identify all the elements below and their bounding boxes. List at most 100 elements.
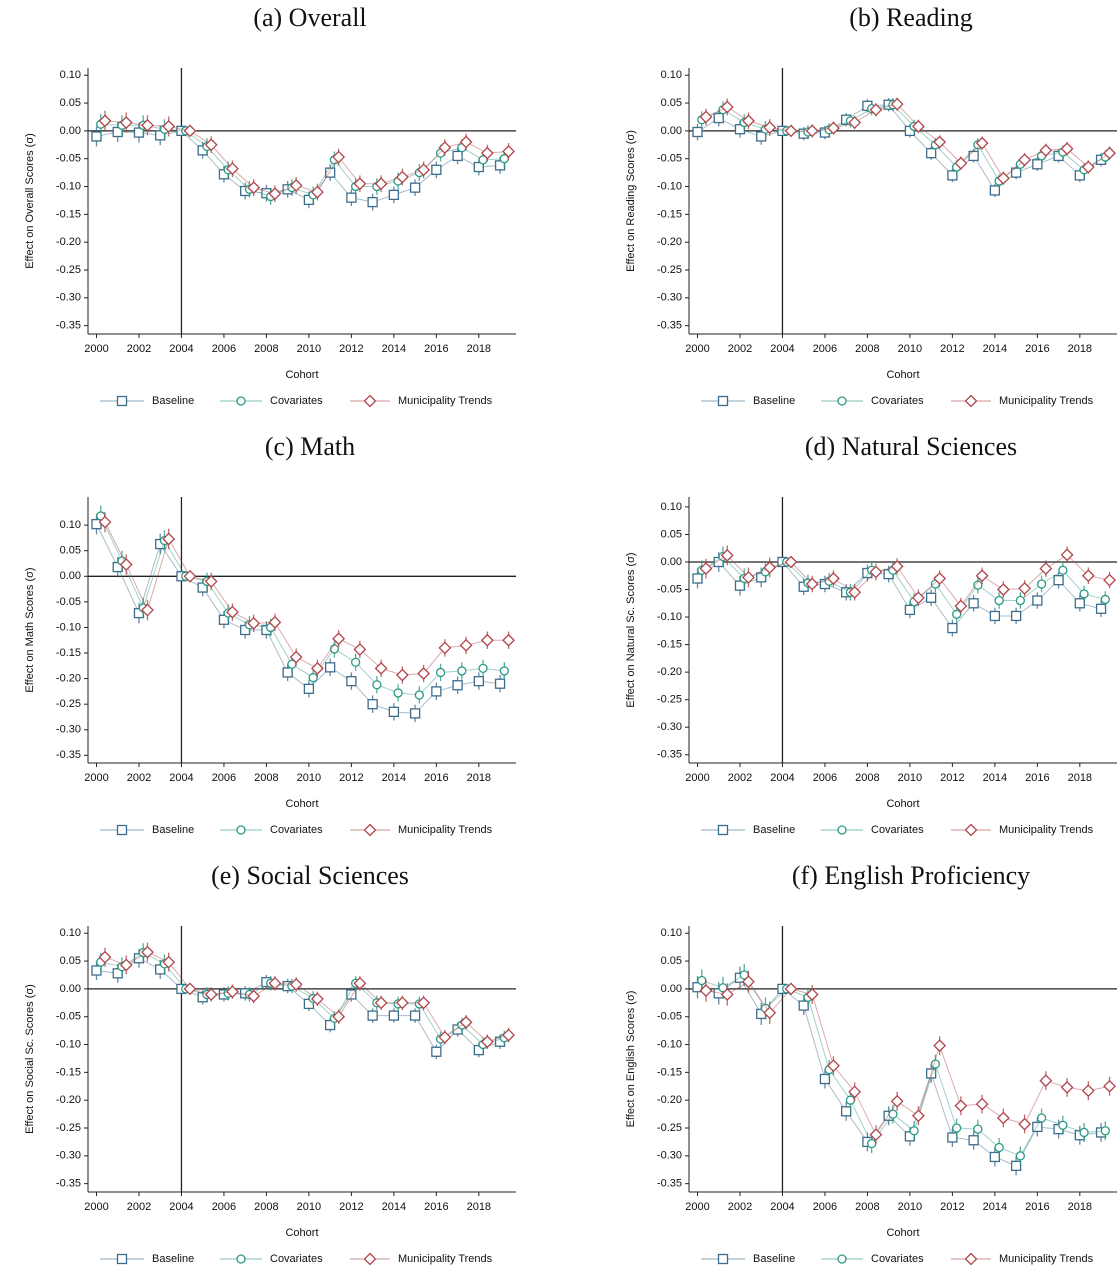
y-tick-label: 0.05 xyxy=(661,97,682,109)
y-tick-label: 0.10 xyxy=(60,69,81,81)
x-tick-label: 2004 xyxy=(169,343,193,355)
legend-label: Covariates xyxy=(270,824,323,836)
y-tick-label: 0.05 xyxy=(60,545,81,557)
data-point xyxy=(183,124,197,138)
data-point xyxy=(954,599,968,613)
y-tick-label: -0.15 xyxy=(657,208,682,220)
data-point xyxy=(720,100,734,114)
data-point xyxy=(388,1010,400,1021)
data-point xyxy=(933,572,947,585)
data-point xyxy=(699,984,713,997)
data-point xyxy=(268,615,282,629)
data-point xyxy=(268,976,282,990)
x-axis-label: Cohort xyxy=(285,798,318,810)
legend-marker xyxy=(837,1254,847,1264)
legend-label: Municipality Trends xyxy=(398,1253,493,1265)
data-point xyxy=(329,644,340,654)
legend-marker xyxy=(363,394,377,408)
x-axis-label: Cohort xyxy=(886,798,919,810)
data-point xyxy=(350,657,361,667)
series-line xyxy=(96,523,501,714)
x-tick-label: 2012 xyxy=(940,772,964,784)
x-tick-label: 2008 xyxy=(855,772,879,784)
data-point xyxy=(954,156,968,170)
data-point xyxy=(473,676,484,687)
x-tick-label: 2018 xyxy=(1068,1201,1092,1213)
series-line xyxy=(100,952,505,1046)
data-point xyxy=(374,996,388,1010)
data-point xyxy=(1032,595,1043,606)
data-point xyxy=(909,1126,919,1136)
legend-label: Municipality Trends xyxy=(398,395,493,407)
data-point xyxy=(692,573,703,584)
data-point xyxy=(1095,603,1107,614)
data-point xyxy=(1079,1127,1089,1138)
data-point xyxy=(947,622,958,634)
x-tick-label: 2004 xyxy=(770,1201,794,1213)
data-point xyxy=(973,580,983,590)
data-point xyxy=(951,609,962,619)
data-point xyxy=(353,976,367,990)
y-tick-label: -0.15 xyxy=(657,639,682,651)
series-line xyxy=(705,103,1110,179)
x-tick-label: 2010 xyxy=(898,343,922,355)
x-tick-label: 2010 xyxy=(898,1201,922,1213)
y-axis-label: Effect on Math Scores (σ) xyxy=(24,567,36,692)
data-point xyxy=(996,171,1010,185)
data-point xyxy=(204,988,218,1001)
data-point xyxy=(827,121,840,135)
data-point xyxy=(367,1010,378,1021)
data-point xyxy=(119,558,133,571)
x-axis-label: Cohort xyxy=(886,1227,919,1239)
x-tick-label: 2014 xyxy=(382,343,406,355)
data-point xyxy=(417,996,431,1010)
x-tick-label: 2018 xyxy=(1068,772,1092,784)
data-point xyxy=(353,643,367,656)
x-tick-label: 2000 xyxy=(685,343,709,355)
data-point xyxy=(1015,595,1026,606)
data-point xyxy=(98,950,112,964)
data-point xyxy=(930,1059,941,1069)
y-tick-label: -0.20 xyxy=(56,236,81,248)
data-point xyxy=(310,661,324,675)
data-point xyxy=(372,680,382,690)
y-tick-label: -0.20 xyxy=(657,1094,682,1106)
y-tick-label: -0.25 xyxy=(657,264,682,276)
x-tick-label: 2014 xyxy=(382,1201,406,1213)
data-point xyxy=(1015,1151,1026,1161)
legend-marker xyxy=(363,1252,377,1266)
x-tick-label: 2012 xyxy=(940,1201,964,1213)
y-tick-label: -0.15 xyxy=(56,647,81,659)
y-tick-label: 0.10 xyxy=(661,927,682,939)
data-point xyxy=(1010,610,1022,622)
data-point xyxy=(911,120,925,133)
data-point xyxy=(478,663,488,674)
legend-label: Baseline xyxy=(152,1253,194,1265)
y-tick-label: -0.20 xyxy=(56,673,81,685)
data-point xyxy=(141,603,154,617)
data-point xyxy=(289,178,303,192)
x-tick-label: 2010 xyxy=(898,772,922,784)
data-point xyxy=(1010,167,1022,178)
data-point xyxy=(353,177,367,191)
data-point xyxy=(374,661,388,675)
y-tick-label: 0.00 xyxy=(661,125,682,137)
data-point xyxy=(827,572,840,585)
data-point xyxy=(247,616,261,630)
x-tick-label: 2008 xyxy=(254,343,278,355)
data-point xyxy=(1079,589,1089,599)
data-point xyxy=(502,145,515,158)
y-tick-label: 0.00 xyxy=(60,983,81,995)
data-point xyxy=(98,114,112,128)
data-point xyxy=(867,1138,877,1149)
series-line xyxy=(104,521,509,676)
x-tick-label: 2016 xyxy=(1025,343,1049,355)
legend-marker xyxy=(964,1252,978,1266)
legend-label: Baseline xyxy=(152,824,194,836)
data-point xyxy=(417,667,431,680)
data-point xyxy=(91,965,102,976)
data-point xyxy=(332,632,346,646)
data-point xyxy=(784,124,798,138)
data-point xyxy=(409,1010,421,1021)
